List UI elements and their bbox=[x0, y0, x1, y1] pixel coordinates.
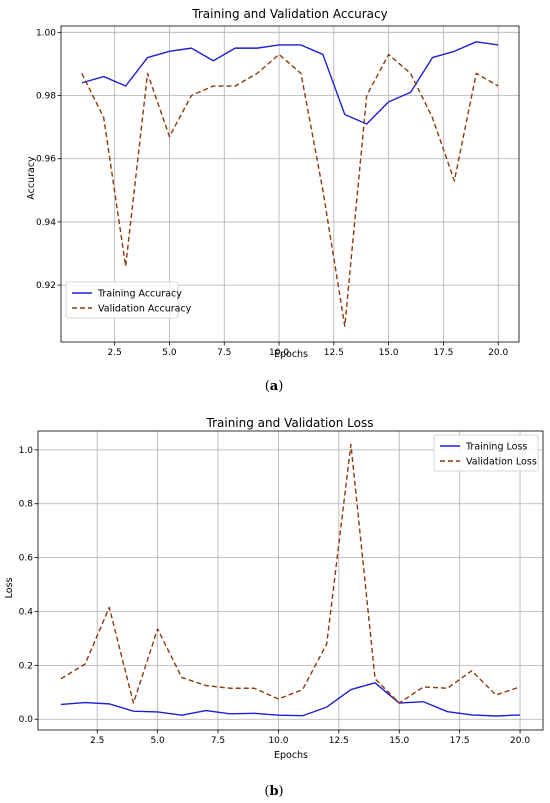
caption-a: (a) bbox=[265, 379, 284, 394]
x-tick-label: 17.5 bbox=[433, 348, 453, 358]
y-tick-label: 0.4 bbox=[19, 607, 34, 617]
plot-frame bbox=[37, 430, 544, 731]
x-tick-label: 7.5 bbox=[211, 736, 225, 746]
x-tick-label: 20.0 bbox=[488, 348, 508, 358]
legend-label: Validation Loss bbox=[466, 457, 537, 468]
y-tick-label: 1.0 bbox=[19, 446, 34, 456]
x-tick-label: 15.0 bbox=[389, 736, 409, 746]
loss-chart: Training and Validation Loss 2.5 5.0 7.5 10… bbox=[4, 416, 544, 761]
grid bbox=[38, 431, 543, 730]
legend-box bbox=[433, 434, 539, 472]
x-axis-label: Epochs bbox=[274, 349, 308, 360]
legend-label: Validation Accuracy bbox=[98, 304, 192, 315]
caption-b: (b) bbox=[264, 784, 283, 799]
y-tick-label: 0.92 bbox=[36, 281, 56, 291]
x-tick-label: 7.5 bbox=[217, 348, 231, 358]
x-tick-label: 5.0 bbox=[150, 736, 165, 746]
caption-a-text: (a) bbox=[265, 379, 284, 394]
series-line-validation-accuracy bbox=[81, 53, 499, 327]
legend-label: Training Loss bbox=[465, 442, 527, 453]
legend-box bbox=[65, 281, 179, 319]
series-lines bbox=[60, 443, 521, 717]
x-tick-label: 2.5 bbox=[108, 348, 122, 358]
y-tick-label: 0.98 bbox=[36, 92, 56, 102]
y-tick-label: 0.8 bbox=[19, 500, 34, 510]
legend-label: Training Accuracy bbox=[97, 289, 182, 300]
x-tick-label: 10.0 bbox=[269, 348, 289, 358]
x-axis-label: Epochs bbox=[274, 750, 308, 761]
y-axis-label: Accuracy bbox=[26, 156, 37, 200]
legend: Training Loss Validation Loss bbox=[433, 434, 539, 472]
y-tick-label: 0.94 bbox=[36, 218, 56, 228]
series-line-training-accuracy bbox=[81, 41, 499, 125]
x-tick-label: 12.5 bbox=[329, 736, 349, 746]
y-axis-label: Loss bbox=[4, 578, 15, 599]
x-tick-label: 5.0 bbox=[162, 348, 177, 358]
series-line-training-loss bbox=[60, 682, 521, 717]
chart-title: Training and Validation Loss bbox=[206, 416, 374, 430]
tick-labels: 2.5 5.0 7.5 10.0 12.5 15.0 17.5 20.0 0.0 0.2 0.4 0.… bbox=[19, 446, 531, 746]
y-tick-label: 0.0 bbox=[19, 715, 34, 725]
accuracy-chart: Training and Validation Accuracy 2.5 5.0 7… bbox=[26, 7, 520, 360]
x-tick-label: 20.0 bbox=[510, 736, 530, 746]
tick-labels: 2.5 5.0 7.5 10.0 12.5 15.0 17.5 20.0 0.92 0.94 0.9… bbox=[36, 28, 509, 358]
y-tick-label: 0.96 bbox=[36, 155, 56, 165]
x-tick-label: 15.0 bbox=[379, 348, 399, 358]
x-tick-label: 12.5 bbox=[324, 348, 344, 358]
y-tick-label: 1.00 bbox=[36, 28, 56, 38]
y-tick-label: 0.6 bbox=[19, 554, 34, 564]
series-line-validation-loss bbox=[60, 443, 521, 704]
x-tick-label: 2.5 bbox=[90, 736, 104, 746]
caption-b-text: (b) bbox=[264, 784, 283, 799]
series-lines bbox=[81, 41, 499, 327]
x-tick-label: 10.0 bbox=[268, 736, 288, 746]
plot-frame bbox=[60, 25, 520, 343]
chart-title: Training and Validation Accuracy bbox=[191, 7, 387, 21]
x-tick-label: 17.5 bbox=[450, 736, 470, 746]
y-tick-label: 0.2 bbox=[19, 661, 33, 671]
legend: Training Accuracy Validation Accuracy bbox=[65, 281, 192, 319]
